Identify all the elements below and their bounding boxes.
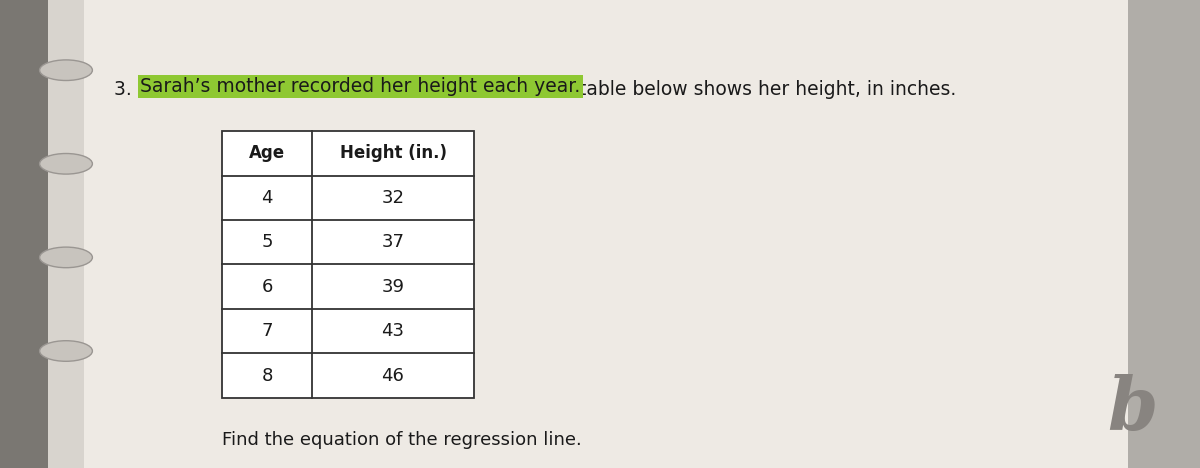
- Bar: [180, 0, 186, 468]
- Text: Find the equation of the regression line.: Find the equation of the regression line…: [222, 431, 582, 448]
- Bar: [84, 0, 90, 468]
- Text: 6: 6: [262, 278, 272, 296]
- Bar: [156, 0, 162, 468]
- Text: Age: Age: [248, 144, 286, 162]
- Bar: [150, 0, 156, 468]
- Circle shape: [40, 60, 92, 80]
- Text: 4: 4: [262, 189, 272, 207]
- Text: Height (in.): Height (in.): [340, 144, 446, 162]
- Bar: [186, 0, 192, 468]
- Text: Sarah’s mother recorded her height each year.: Sarah’s mother recorded her height each …: [140, 77, 581, 96]
- Circle shape: [40, 154, 92, 174]
- Bar: [102, 0, 108, 468]
- Text: 8: 8: [262, 366, 272, 385]
- Text: 46: 46: [382, 366, 404, 385]
- Bar: [138, 0, 144, 468]
- Bar: [96, 0, 102, 468]
- Text: The table below shows her height, in inches.: The table below shows her height, in inc…: [532, 80, 956, 99]
- Text: 37: 37: [382, 233, 404, 251]
- Text: 5: 5: [262, 233, 272, 251]
- Text: 3.: 3.: [114, 80, 138, 99]
- Bar: [114, 0, 120, 468]
- Circle shape: [40, 341, 92, 361]
- Bar: [0, 0, 48, 468]
- Bar: [198, 0, 204, 468]
- Bar: [222, 131, 474, 398]
- Bar: [174, 0, 180, 468]
- Text: b: b: [1108, 373, 1158, 445]
- Bar: [84, 0, 1128, 468]
- Text: 39: 39: [382, 278, 404, 296]
- Bar: [108, 0, 114, 468]
- Text: 7: 7: [262, 322, 272, 340]
- Bar: [1128, 0, 1200, 468]
- Text: 43: 43: [382, 322, 404, 340]
- Bar: [168, 0, 174, 468]
- Bar: [222, 131, 474, 398]
- Bar: [162, 0, 168, 468]
- Bar: [126, 0, 132, 468]
- Bar: [132, 0, 138, 468]
- Bar: [120, 0, 126, 468]
- Bar: [192, 0, 198, 468]
- Bar: [48, 0, 96, 468]
- Text: 32: 32: [382, 189, 404, 207]
- Circle shape: [40, 247, 92, 268]
- Bar: [90, 0, 96, 468]
- Bar: [144, 0, 150, 468]
